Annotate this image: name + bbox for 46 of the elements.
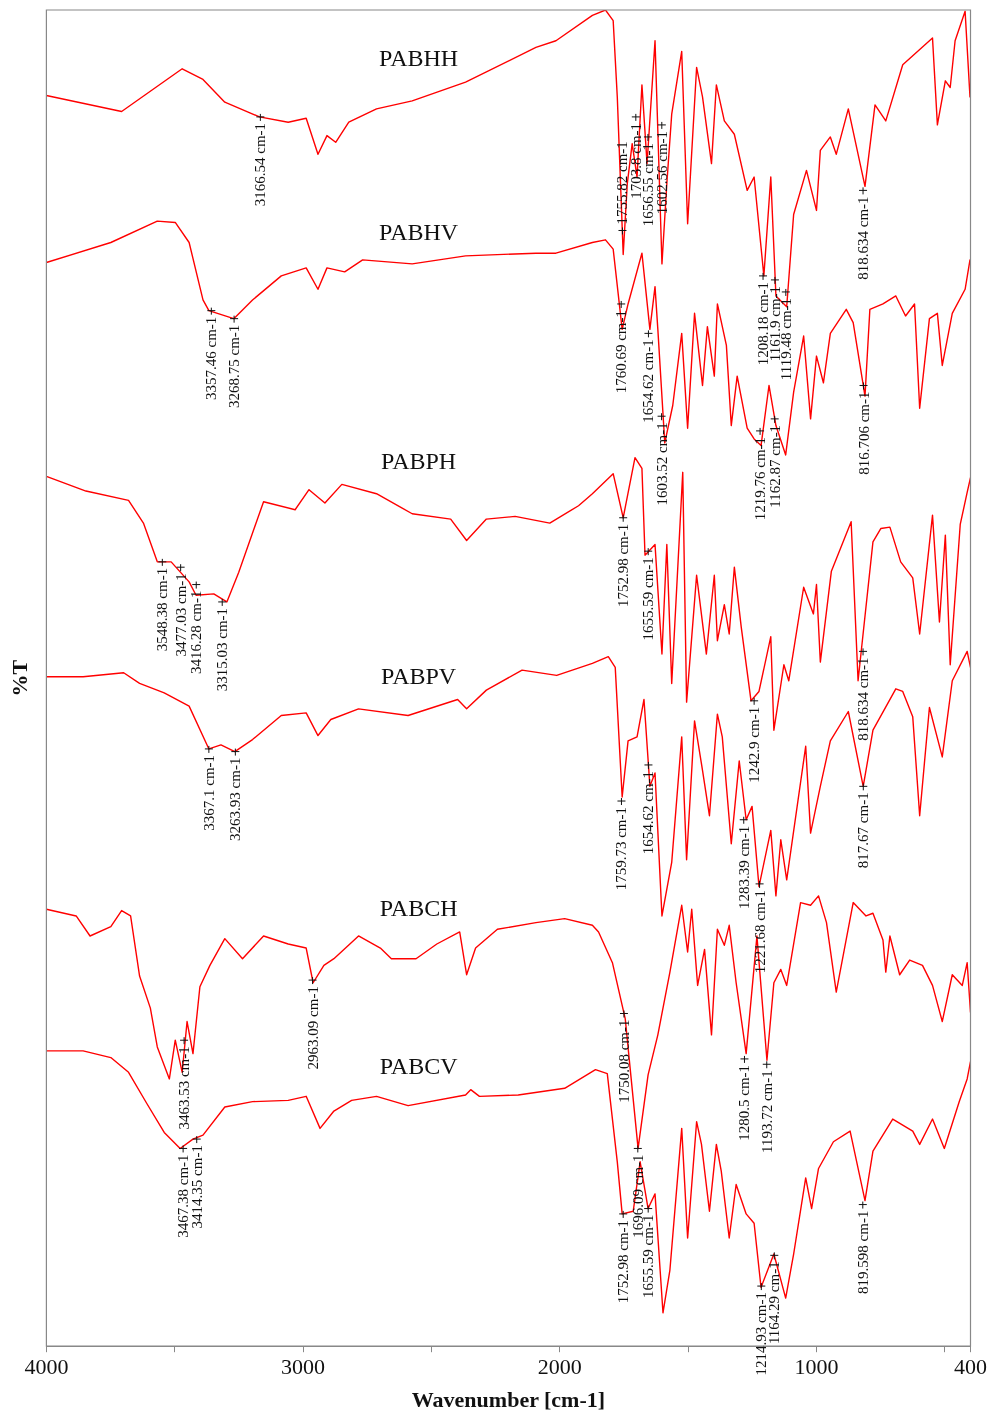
annotation: 819.598 cm-1 (854, 1210, 871, 1294)
x-tick-label: 2000 (537, 1354, 582, 1380)
annotation: 3315.03 cm-1 (214, 607, 231, 692)
annotation: 1221.68 cm-1 (751, 889, 768, 974)
annotation: 3463.53 cm-1 (176, 1046, 193, 1130)
annotation: 3367.1 cm-1 (200, 754, 217, 831)
series-label: PABHV (379, 219, 459, 246)
annotation: 817.67 cm-1 (855, 792, 872, 869)
annotation: 818.634 cm-1 (855, 196, 872, 280)
annotation: 1603.52 cm-1 (653, 422, 670, 506)
annotation: 1760.69 cm-1 (613, 309, 630, 394)
annotation: 2963.09 cm-1 (304, 986, 321, 1070)
annotation: 3548.38 cm-1 (154, 567, 171, 652)
annotation: 816.706 cm-1 (855, 391, 872, 475)
x-tick-label: 3000 (281, 1354, 326, 1380)
annotation: 3268.75 cm-1 (226, 324, 243, 408)
x-axis-title: Wavenumber [cm-1] (411, 1387, 606, 1413)
series-label: PABCV (379, 1052, 459, 1079)
series-label: PABPV (381, 662, 457, 689)
annotation: 1654.62 cm-1 (640, 770, 657, 855)
series-label: PABPH (381, 447, 457, 474)
annotation: 818.634 cm-1 (855, 657, 872, 741)
annotation: 1602.56 cm-1 (653, 130, 670, 215)
annotation: 1219.76 cm-1 (752, 436, 769, 521)
annotation: 1162.87 cm-1 (766, 424, 783, 508)
series-label: PABHH (379, 45, 459, 72)
annotation: 3166.54 cm-1 (252, 122, 269, 207)
annotation: 1655.59 cm-1 (640, 557, 657, 641)
annotation: 3263.93 cm-1 (227, 757, 244, 841)
y-axis-title: %T (6, 659, 32, 697)
annotation: 1193.72 cm-1 (758, 1070, 775, 1154)
annotation: 1752.98 cm-1 (615, 1219, 632, 1304)
annotation: 3357.46 cm-1 (203, 316, 220, 400)
annotation: 1750.08 cm-1 (615, 1019, 632, 1103)
annotation: 1283.39 cm-1 (735, 825, 752, 910)
annotation: 1752.98 cm-1 (615, 523, 632, 608)
x-tick-label: 4000 (24, 1354, 69, 1380)
annotation: 1759.73 cm-1 (613, 807, 630, 891)
annotation: 3477.03 cm-1 (172, 573, 189, 657)
annotation: 1242.9 cm-1 (746, 706, 763, 783)
x-tick-label: 400 (954, 1354, 987, 1380)
annotation: 1654.62 cm-1 (640, 339, 657, 423)
annotation: 3416.28 cm-1 (188, 590, 205, 674)
annotation: 1280.5 cm-1 (736, 1064, 753, 1141)
series-label: PABCH (379, 895, 458, 922)
x-tick-label: 1000 (794, 1354, 839, 1380)
